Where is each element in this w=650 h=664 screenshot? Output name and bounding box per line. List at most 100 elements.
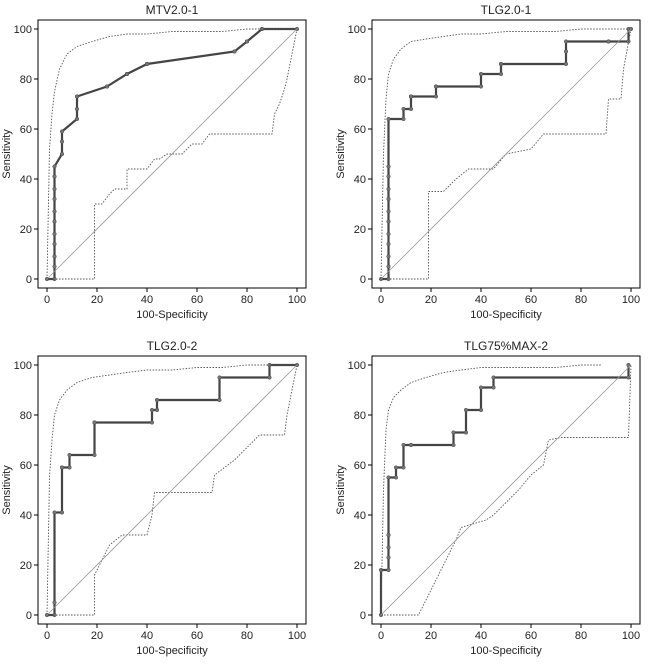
lower-ci-curve [381, 28, 632, 280]
roc-point [401, 442, 406, 448]
chart-title: MTV2.0-1 [146, 3, 199, 17]
y-axis-label: Sensitivity [1, 129, 13, 179]
roc-point [401, 106, 406, 112]
roc-point [478, 407, 484, 413]
y-tick-label: 0 [360, 610, 366, 622]
y-tick-label: 40 [20, 174, 32, 186]
roc-point [59, 510, 65, 515]
roc-point [386, 475, 391, 480]
roc-point [463, 407, 469, 413]
y-tick-label: 40 [354, 174, 366, 186]
roc-point [386, 196, 391, 202]
roc-curve [379, 365, 630, 615]
roc-point [144, 61, 150, 67]
roc-point [217, 397, 222, 403]
x-axis-label: 100-Specificity [470, 645, 542, 657]
y-tick-label: 60 [354, 124, 366, 136]
x-tick-label: 100 [288, 294, 306, 306]
roc-point [401, 465, 406, 470]
roc-point [563, 49, 569, 54]
y-tick-label: 60 [20, 460, 32, 472]
x-tick-label: 20 [91, 630, 103, 642]
roc-point [386, 555, 391, 560]
roc-point [232, 49, 237, 54]
upper-ci-curve [380, 28, 631, 280]
roc-panel-3: TLG2.0-2 0 20 40 60 80 100 0 20 40 60 80 100 100-Spec… [1, 339, 307, 657]
roc-point [52, 186, 57, 192]
roc-point [498, 61, 504, 67]
x-tick-label: 20 [425, 294, 437, 306]
roc-point [393, 465, 399, 470]
roc-point [52, 510, 57, 515]
x-tick-label: 60 [525, 630, 537, 642]
roc-point [92, 452, 97, 458]
y-axis-label: Sensitivity [1, 465, 13, 515]
x-axis-label: 100-Specificity [470, 309, 542, 321]
roc-point [149, 420, 155, 425]
roc-point [67, 452, 72, 458]
roc-point [217, 375, 222, 380]
y-tick-label: 0 [26, 274, 32, 286]
y-tick-label: 40 [20, 510, 32, 522]
x-tick-label: 80 [575, 294, 587, 306]
roc-point [408, 94, 414, 99]
roc-point [478, 71, 484, 77]
roc-point [451, 430, 456, 435]
roc-panel-4: TLG75%MAX-2 0 20 40 60 80 100 0 20 40 60 80 100 100-S… [335, 339, 641, 657]
y-tick-label: 80 [20, 74, 32, 86]
roc-point [626, 375, 631, 380]
roc-point [59, 151, 65, 157]
y-tick-label: 80 [354, 410, 366, 422]
roc-point [451, 442, 456, 448]
x-tick-label: 20 [425, 630, 437, 642]
roc-point [267, 375, 272, 380]
y-tick-label: 80 [354, 74, 366, 86]
x-tick-label: 40 [475, 630, 487, 642]
reference-line [380, 28, 632, 280]
roc-panel-2: TLG2.0-1 0 20 40 60 80 100 0 20 40 60 80 100 100-Spec… [335, 3, 641, 321]
roc-point [92, 420, 97, 425]
roc-point [491, 375, 496, 380]
roc-point [52, 219, 57, 224]
y-tick-label: 100 [14, 360, 32, 372]
upper-ci-curve [46, 364, 297, 616]
x-tick-label: 60 [191, 294, 203, 306]
chart-title: TLG75%MAX-2 [464, 339, 548, 353]
roc-point [59, 139, 65, 144]
y-tick-label: 100 [14, 24, 32, 36]
roc-point [386, 164, 391, 169]
roc-point [74, 106, 80, 112]
roc-point [74, 116, 80, 122]
plot-frame [371, 355, 641, 625]
y-tick-label: 20 [20, 224, 32, 236]
x-tick-label: 0 [44, 294, 50, 306]
plot-frame [37, 19, 307, 289]
y-tick-label: 40 [354, 510, 366, 522]
roc-point [408, 442, 414, 448]
roc-point [626, 362, 631, 368]
reference-line [46, 28, 298, 280]
lower-ci-curve [47, 364, 298, 616]
roc-point [386, 231, 391, 237]
x-tick-label: 100 [288, 630, 306, 642]
plot-frame [371, 19, 641, 289]
upper-ci-curve [380, 364, 601, 616]
x-tick-label: 0 [44, 630, 50, 642]
x-tick-label: 100 [622, 630, 640, 642]
roc-point [124, 71, 130, 77]
x-tick-label: 100 [622, 294, 640, 306]
x-tick-label: 80 [241, 294, 253, 306]
roc-point [52, 231, 57, 237]
x-axis-label: 100-Specificity [136, 309, 208, 321]
roc-point [59, 129, 65, 134]
roc-point [52, 196, 57, 202]
x-tick-label: 60 [191, 630, 203, 642]
roc-point [408, 106, 414, 112]
y-tick-label: 100 [348, 360, 366, 372]
roc-point [52, 164, 57, 169]
y-tick-label: 20 [20, 560, 32, 572]
roc-point [74, 94, 80, 99]
y-axis-label: Sensitivity [335, 129, 347, 179]
roc-point [386, 219, 391, 224]
